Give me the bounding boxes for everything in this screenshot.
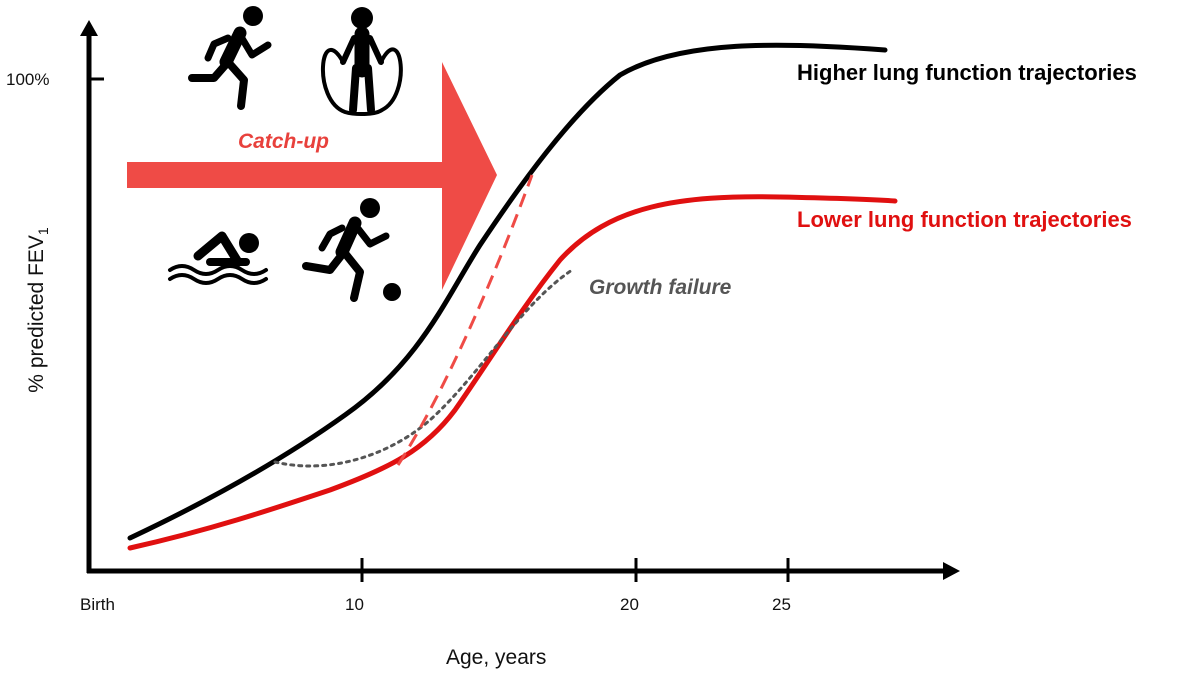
soccer-player-icon bbox=[302, 198, 401, 302]
running-person-icon bbox=[188, 6, 272, 110]
higher-trajectory-label: Higher lung function trajectories bbox=[797, 60, 1137, 85]
catch-up-arrow bbox=[127, 62, 497, 290]
y-axis-label-text: % predicted FEV bbox=[24, 235, 48, 393]
x-axis-label: Age, years bbox=[446, 646, 547, 669]
catch-up-dashed-line bbox=[396, 174, 534, 466]
x-tick-label-20: 20 bbox=[620, 595, 639, 614]
x-tick-label-25: 25 bbox=[772, 595, 791, 614]
jump-rope-icon bbox=[320, 7, 403, 117]
y-axis-label-subscript: 1 bbox=[35, 227, 52, 236]
y-axis-label: % predicted FEV1 bbox=[25, 227, 51, 392]
y-axis-arrowhead bbox=[80, 20, 98, 36]
growth-failure-label: Growth failure bbox=[589, 276, 732, 299]
catch-up-label: Catch-up bbox=[238, 130, 329, 153]
higher-trajectory-line bbox=[127, 42, 888, 541]
lower-trajectory-label: Lower lung function trajectories bbox=[797, 207, 1132, 232]
growth-failure-line bbox=[273, 268, 574, 468]
swimming-person-icon bbox=[168, 231, 268, 285]
y-tick-label-100: 100% bbox=[6, 70, 50, 89]
x-tick-label-10: 10 bbox=[345, 595, 364, 614]
x-tick-label-birth: Birth bbox=[80, 595, 115, 614]
x-axis-arrowhead bbox=[943, 562, 960, 580]
